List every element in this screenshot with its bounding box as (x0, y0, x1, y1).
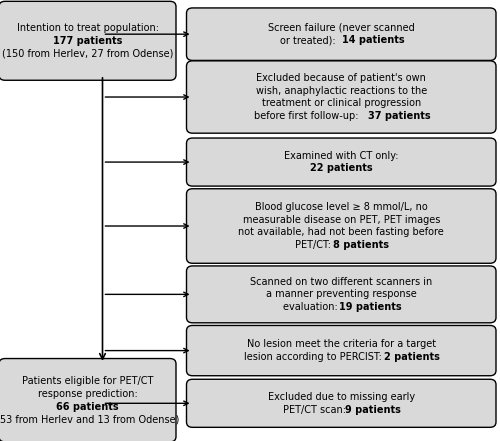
Text: 9 patients: 9 patients (345, 404, 401, 415)
FancyBboxPatch shape (186, 138, 496, 186)
Text: No lesion meet the criteria for a target: No lesion meet the criteria for a target (246, 339, 436, 349)
Text: not available, had not been fasting before: not available, had not been fasting befo… (238, 227, 444, 237)
Text: a manner preventing response: a manner preventing response (266, 289, 416, 299)
Text: Scanned on two different scanners in: Scanned on two different scanners in (250, 277, 432, 287)
Text: treatment or clinical progression: treatment or clinical progression (262, 98, 421, 108)
Text: Blood glucose level ≥ 8 mmol/L, no: Blood glucose level ≥ 8 mmol/L, no (255, 202, 428, 212)
Text: Excluded due to missing early: Excluded due to missing early (268, 392, 415, 402)
FancyBboxPatch shape (186, 189, 496, 263)
FancyBboxPatch shape (186, 8, 496, 60)
Text: 19 patients: 19 patients (339, 302, 402, 312)
Text: 14 patients: 14 patients (342, 35, 404, 45)
Text: Intention to treat population:: Intention to treat population: (16, 23, 159, 33)
FancyBboxPatch shape (186, 266, 496, 323)
Text: before first follow-up:: before first follow-up: (254, 111, 361, 121)
Text: 2 patients: 2 patients (384, 352, 440, 362)
Text: Screen failure (never scanned: Screen failure (never scanned (268, 23, 414, 33)
FancyBboxPatch shape (0, 359, 176, 441)
FancyBboxPatch shape (186, 61, 496, 133)
Text: 22 patients: 22 patients (310, 163, 372, 173)
Text: Patients eligible for PET/CT: Patients eligible for PET/CT (22, 376, 153, 386)
Text: measurable disease on PET, PET images: measurable disease on PET, PET images (242, 215, 440, 225)
Text: 177 patients: 177 patients (53, 36, 122, 46)
FancyBboxPatch shape (186, 379, 496, 427)
FancyBboxPatch shape (0, 1, 176, 80)
Text: 66 patients: 66 patients (56, 401, 119, 411)
Text: response prediction:: response prediction: (38, 389, 138, 399)
Text: 37 patients: 37 patients (368, 111, 431, 121)
Text: lesion according to PERCIST:: lesion according to PERCIST: (244, 352, 385, 362)
Text: (53 from Herlev and 13 from Odense): (53 from Herlev and 13 from Odense) (0, 414, 179, 424)
Text: Examined with CT only:: Examined with CT only: (284, 151, 399, 161)
Text: 8 patients: 8 patients (332, 240, 388, 250)
Text: evaluation:: evaluation: (282, 302, 341, 312)
Text: wish, anaphylactic reactions to the: wish, anaphylactic reactions to the (256, 86, 427, 96)
Text: or treated):: or treated): (280, 35, 339, 45)
Text: (150 from Herlev, 27 from Odense): (150 from Herlev, 27 from Odense) (2, 49, 173, 58)
Text: Excluded because of patient's own: Excluded because of patient's own (256, 73, 426, 83)
Text: PET/CT scan:: PET/CT scan: (283, 404, 349, 415)
FancyBboxPatch shape (186, 325, 496, 376)
Text: PET/CT:: PET/CT: (295, 240, 334, 250)
